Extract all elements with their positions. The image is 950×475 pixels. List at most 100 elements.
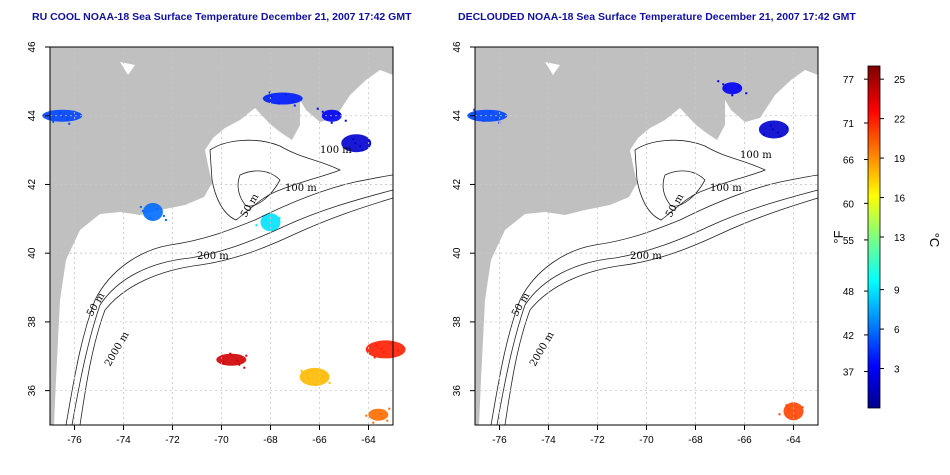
x-tick-label: -64 [786, 435, 801, 446]
y-tick-label: 42 [27, 178, 38, 190]
colorbar-c-tick-label: 16 [894, 194, 906, 205]
right-inlet [597, 216, 610, 228]
left-contours [65, 139, 394, 426]
sst-pixel [68, 122, 71, 125]
sst-pixel [361, 149, 364, 152]
sst-pixel [379, 412, 382, 415]
x-tick-label: -76 [492, 435, 507, 446]
sst-pixel [745, 92, 748, 95]
sst-pixel [373, 356, 376, 359]
sst-pixel [268, 91, 271, 94]
x-tick-label: -74 [116, 435, 131, 446]
sst-pixel [787, 408, 790, 411]
right-lake [545, 62, 560, 75]
colorbar-f-label: °F [831, 230, 846, 243]
sst-patch [299, 367, 330, 386]
x-tick-label: -76 [67, 435, 82, 446]
y-tick-label: 46 [452, 41, 463, 53]
y-tick-label: 44 [452, 110, 463, 122]
right-land [475, 47, 818, 425]
sst-pixel [155, 207, 158, 210]
colorbar-c-tick-label: 3 [894, 365, 900, 376]
y-tick-label: 40 [452, 247, 463, 259]
y-tick-label: 36 [27, 385, 38, 397]
x-tick-label: -72 [165, 435, 180, 446]
sst-pixel [229, 352, 232, 355]
sst-patch [142, 202, 163, 221]
sst-pixel [375, 344, 378, 347]
sst-pixel [330, 121, 333, 124]
sst-pixel [291, 100, 294, 103]
sst-pixel [722, 83, 725, 86]
sst-pixel [344, 119, 347, 122]
sst-pixel [386, 419, 389, 422]
sst-pixel [66, 118, 69, 121]
sst-pixel [277, 102, 280, 105]
sst-pixel [396, 349, 399, 352]
colorbar-f-tick-label: 71 [843, 119, 855, 130]
sst-pixel [75, 113, 78, 116]
colorbar-f-tick-label: 42 [843, 331, 855, 342]
right-contour-label: 100 m [710, 183, 742, 194]
right-y-ticks: 36 38 40 42 44 46 [452, 41, 475, 396]
left-sst-patches [42, 91, 406, 424]
sst-pixel [778, 413, 781, 416]
sst-pixel [264, 219, 267, 222]
sst-pixel [771, 128, 774, 131]
left-chart-title: RU COOL NOAA-18 Sea Surface Temperature … [32, 11, 412, 23]
left-lake [120, 62, 135, 75]
colorbar [867, 65, 881, 409]
sst-pixel [382, 351, 385, 354]
colorbar-c-tick-label: 13 [894, 233, 906, 244]
sst-pixel [337, 112, 340, 115]
sst-pixel [164, 218, 167, 221]
colorbar-c-tick-label: 19 [894, 154, 906, 165]
colorbar-c-tick-label: 9 [894, 286, 900, 297]
sst-pixel [236, 359, 239, 362]
x-tick-label: -70 [639, 435, 654, 446]
sst-patch [216, 353, 247, 366]
x-tick-label: -66 [312, 435, 327, 446]
sst-pixel [482, 119, 485, 122]
sst-pixel [794, 415, 797, 418]
right-chart-title: DECLOUDED NOAA-18 Sea Surface Temperatur… [458, 11, 856, 23]
sst-pixel [243, 366, 246, 369]
colorbar-f-tick-label: 48 [843, 287, 855, 298]
sst-pixel [785, 404, 788, 407]
right-contour-label: 100 m [740, 150, 772, 161]
sst-pixel [162, 214, 165, 217]
sst-pixel [314, 383, 317, 386]
left-contour-label: 100 m [320, 145, 352, 156]
x-tick-label: -68 [688, 435, 703, 446]
colorbar-c-tick-label: 25 [894, 75, 906, 86]
sst-pixel [307, 376, 310, 379]
sst-pixel [245, 354, 248, 357]
sst-pixel [284, 93, 287, 96]
y-tick-label: 44 [27, 110, 38, 122]
sst-pixel [271, 226, 274, 229]
sst-pixel [380, 347, 383, 350]
left-map: 50 m 100 m 200 m 50 m 2000 m 100 m [42, 46, 406, 426]
colorbar-f-tick-label: 66 [843, 156, 855, 167]
sst-patch [365, 340, 406, 359]
left-contour-label: 100 m [285, 183, 317, 194]
sst-pixel [778, 135, 781, 138]
colorbar-c-label: °C [927, 233, 942, 248]
colorbar-c-ticks: 25 22 19 16 13 9 6 3 [880, 75, 906, 376]
sst-pixel [321, 374, 324, 377]
sst-pixel [141, 209, 144, 212]
sst-pixel [473, 108, 476, 111]
sst-pixel [769, 124, 772, 127]
sst-pixel [293, 104, 296, 107]
x-tick-label: -64 [361, 435, 376, 446]
sst-pixel [785, 126, 788, 129]
sst-pixel [776, 131, 779, 134]
sst-pixel [328, 381, 331, 384]
sst-pixel [305, 372, 308, 375]
right-contour-label: 200 m [630, 251, 662, 262]
colorbar-f-ticks: 77 71 66 60 55 48 42 37 [843, 75, 868, 378]
x-tick-label: -72 [590, 435, 605, 446]
y-tick-label: 42 [452, 178, 463, 190]
sst-pixel [762, 133, 765, 136]
